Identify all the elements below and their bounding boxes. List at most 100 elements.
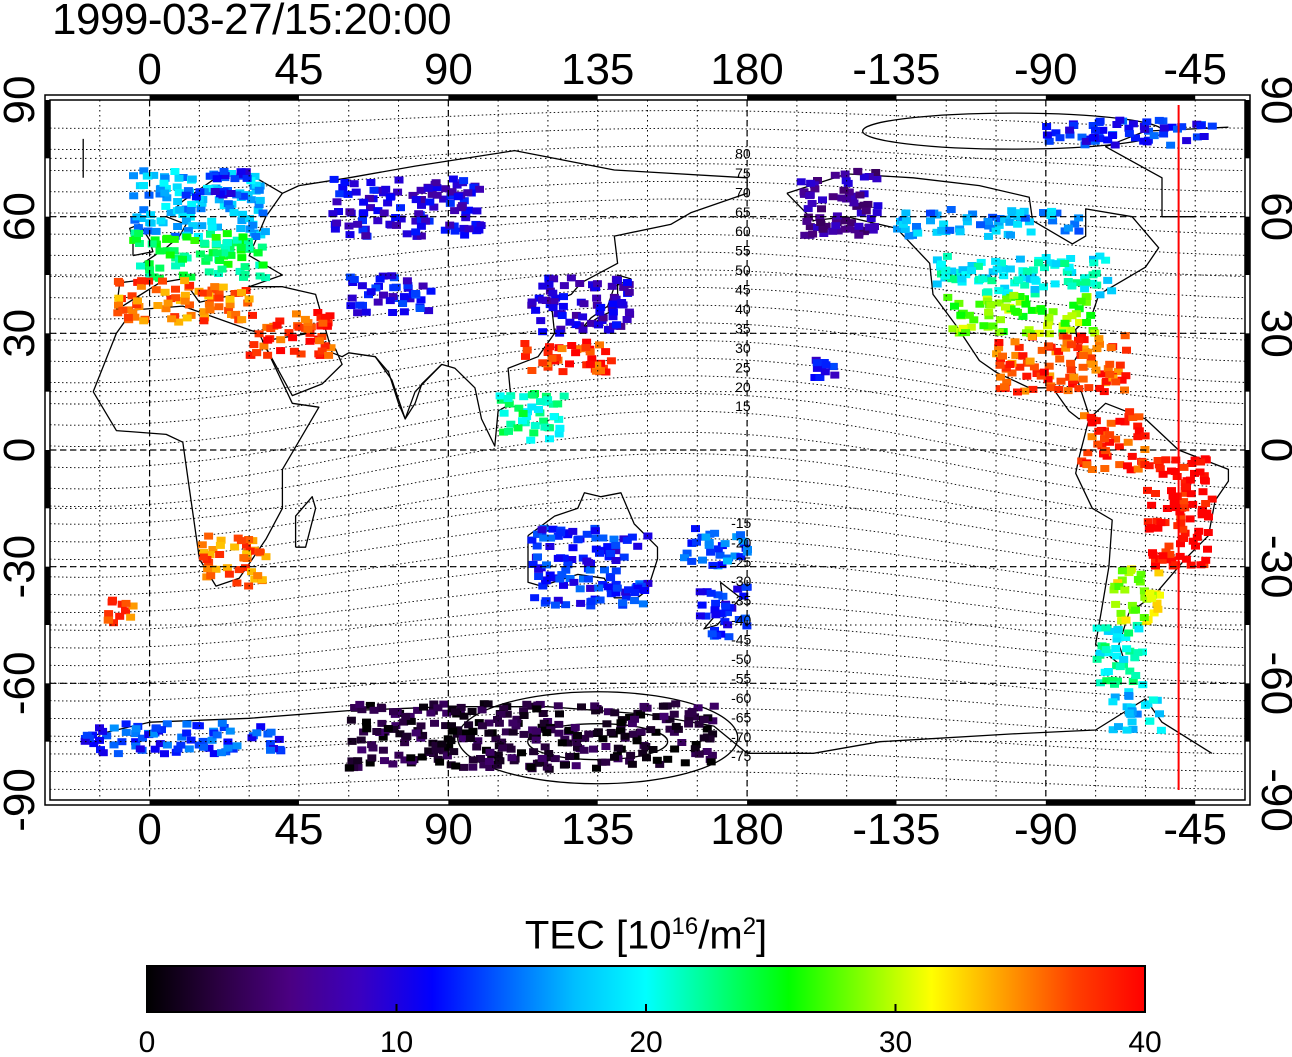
tec-cell: [355, 301, 365, 309]
tec-cell: [1124, 688, 1134, 696]
tec-cell: [1201, 556, 1211, 564]
tec-cell: [1115, 461, 1125, 469]
tec-cell: [1175, 508, 1185, 516]
tec-cell: [114, 301, 123, 309]
tec-cell: [1009, 291, 1019, 299]
tec-cell: [1072, 279, 1082, 287]
tec-cell: [736, 531, 745, 539]
tec-cell: [222, 564, 232, 572]
tec-cell: [534, 573, 544, 580]
tec-cell: [594, 584, 604, 592]
tec-cell: [592, 764, 601, 772]
tec-cell: [799, 188, 809, 196]
contour-label: 75: [735, 165, 751, 181]
tec-cell: [617, 299, 627, 306]
tec-cell: [174, 174, 184, 182]
tec-cell: [723, 557, 732, 565]
tec-cell: [579, 300, 589, 308]
tec-cell: [606, 357, 616, 365]
tec-cell: [214, 196, 224, 204]
tec-cell: [1091, 269, 1101, 277]
tec-cell: [513, 424, 523, 432]
tec-cell: [143, 227, 153, 235]
tec-cell: [215, 541, 225, 549]
tec-cell: [1077, 332, 1086, 340]
tec-cell: [606, 590, 616, 598]
tec-cell: [334, 208, 343, 215]
tec-cell: [603, 708, 613, 716]
tec-cell: [537, 754, 547, 762]
lat-label-left: -30: [0, 535, 44, 599]
tec-cell: [542, 561, 551, 569]
frame-tick-top: [1045, 95, 1196, 100]
tec-cell: [1039, 368, 1049, 376]
tec-cell: [234, 566, 244, 574]
tec-cell: [508, 719, 518, 727]
tec-cell: [252, 729, 262, 737]
tec-cell: [701, 612, 711, 620]
tec-cell: [659, 712, 669, 720]
tec-cell: [212, 175, 222, 183]
tec-cell: [1088, 134, 1098, 142]
tec-cell: [453, 730, 462, 738]
tec-cell: [440, 226, 450, 234]
tec-cell: [1199, 133, 1209, 140]
lat-label-right: 30: [1252, 309, 1292, 358]
tec-cell: [1177, 123, 1187, 131]
tec-cell: [582, 557, 592, 565]
tec-cell: [1120, 386, 1129, 394]
tec-cell: [1066, 255, 1076, 262]
tec-cell: [485, 748, 495, 756]
tec-cell: [538, 710, 548, 717]
tec-cell: [1110, 141, 1120, 149]
tec-cell: [238, 192, 248, 200]
tec-cell: [1078, 352, 1088, 359]
contour-label: -15: [731, 515, 751, 531]
tec-cell: [1054, 347, 1064, 355]
tec-cell: [240, 270, 250, 278]
tec-cell: [330, 225, 340, 233]
tec-cell: [366, 204, 375, 212]
tec-cell: [1002, 295, 1012, 303]
tec-cell: [548, 304, 558, 312]
tec-cell: [379, 209, 389, 217]
tec-cell: [839, 186, 849, 194]
tec-cell: [178, 271, 188, 279]
tec-cell: [378, 733, 388, 741]
tec-cell: [450, 227, 460, 235]
tec-cell: [528, 560, 538, 568]
tec-cell: [837, 194, 847, 202]
tec-cell: [947, 267, 957, 275]
tec-cell: [611, 541, 621, 549]
tec-cell: [499, 428, 509, 436]
tec-cell: [1171, 504, 1181, 512]
tec-cell: [199, 317, 209, 325]
tec-cell: [608, 313, 618, 321]
tec-cell: [603, 583, 613, 591]
tec-cell: [237, 254, 247, 262]
tec-cell: [987, 277, 997, 285]
tec-cell: [1088, 279, 1098, 287]
tec-cell: [1074, 214, 1084, 222]
tec-cell: [225, 727, 235, 735]
tec-cell: [1120, 332, 1130, 340]
tec-cell: [530, 422, 540, 430]
tec-cell: [573, 732, 582, 739]
tec-cell: [1013, 388, 1022, 396]
tec-cell: [1167, 123, 1177, 131]
tec-cell: [723, 609, 732, 617]
tec-cell: [593, 728, 603, 736]
tec-cell: [1180, 504, 1190, 512]
tec-cell: [1046, 384, 1056, 392]
tec-cell: [1166, 141, 1176, 149]
tec-cell: [1122, 645, 1132, 653]
tec-cell: [1101, 624, 1111, 632]
tec-cell: [1155, 465, 1165, 473]
tec-cell: [611, 557, 621, 564]
axis-labels: 0045459090135135180180-135-135-90-90-45-…: [0, 45, 1292, 854]
tec-cell: [1149, 609, 1159, 617]
tec-cell: [519, 730, 529, 738]
tec-cell: [252, 349, 262, 357]
tec-cell: [1128, 677, 1138, 685]
tec-cell: [377, 719, 387, 727]
